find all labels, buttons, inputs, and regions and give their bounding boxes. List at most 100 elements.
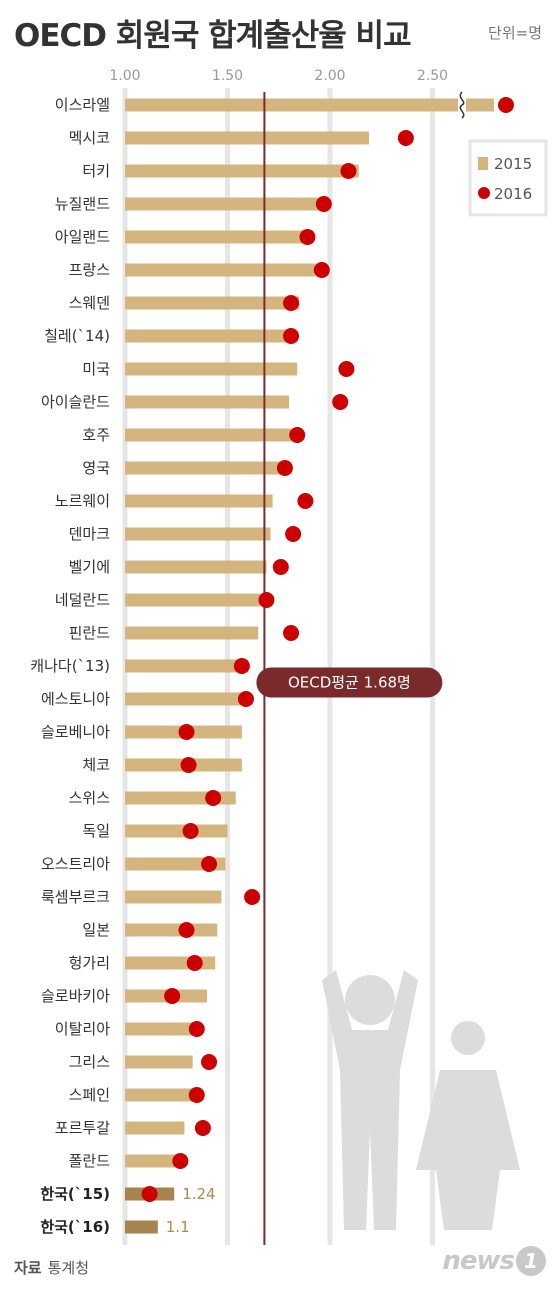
dot-2016 — [194, 1120, 211, 1136]
bar-2015 — [125, 857, 226, 871]
bar-2015 — [125, 1121, 185, 1135]
country-label: 스위스 — [69, 789, 111, 807]
bar-2015 — [125, 362, 298, 376]
country-label: 포르투갈 — [55, 1119, 110, 1137]
country-label: 스페인 — [69, 1086, 110, 1104]
dot-2016 — [233, 658, 250, 674]
dot-2016 — [285, 526, 302, 542]
axis-break-icon — [459, 91, 465, 119]
bar-2015 — [125, 263, 316, 277]
legend-swatch-2015 — [478, 157, 488, 170]
family-silhouette-icon — [322, 970, 520, 1230]
bar-2015 — [125, 593, 261, 607]
bar-2015 — [125, 659, 248, 673]
bar-2015 — [125, 527, 271, 541]
dot-2016 — [180, 757, 197, 773]
country-label: 한국(`16) — [40, 1218, 110, 1236]
x-tick-label: 2.00 — [314, 68, 345, 84]
dot-2016 — [283, 328, 300, 344]
dot-2016 — [297, 493, 314, 509]
bar-2015 — [125, 824, 228, 838]
country-label: 핀란드 — [69, 624, 111, 642]
news1-logo: news 1 — [442, 1246, 546, 1276]
unit-label: 단위=명 — [488, 24, 542, 42]
dot-2016 — [164, 988, 181, 1004]
bar-2015 — [125, 131, 369, 145]
legend-box — [468, 139, 548, 217]
source: 자료 통계청 — [14, 1257, 89, 1278]
value-label: 1.24 — [182, 1185, 215, 1203]
dot-2016 — [283, 295, 300, 311]
oecd-average-badge — [256, 667, 443, 698]
dot-2016 — [188, 1087, 205, 1103]
bar-2015 — [125, 692, 244, 706]
bar-2015 — [125, 428, 292, 442]
dot-2016 — [172, 1153, 189, 1169]
country-label: 그리스 — [69, 1053, 111, 1071]
country-label: 한국(`15) — [40, 1185, 110, 1203]
dot-2016 — [188, 1021, 205, 1037]
country-label: 미국 — [82, 360, 110, 378]
bar-2015 — [125, 98, 494, 112]
bar-2015 — [125, 1088, 193, 1102]
country-label: 폴란드 — [69, 1152, 111, 1170]
country-label: 스웨덴 — [69, 294, 110, 312]
x-tick-label: 1.50 — [212, 68, 243, 84]
dot-2016 — [178, 922, 195, 938]
source-value: 통계청 — [47, 1259, 90, 1277]
bar-2015 — [125, 197, 328, 211]
bar-2015 — [125, 1154, 185, 1168]
bar-2015 — [125, 626, 259, 640]
country-label: 룩셈부르크 — [41, 888, 110, 906]
dot-2016 — [498, 97, 514, 113]
chart-title: OECD 회원국 합계출산율 비교 — [14, 18, 412, 54]
legend-label-2016: 2016 — [494, 185, 532, 203]
dot-2016 — [299, 229, 316, 245]
country-label: 이탈리아 — [55, 1020, 110, 1038]
dot-2016 — [332, 394, 349, 410]
legend-label-2015: 2015 — [494, 155, 532, 173]
country-label: 오스트리아 — [41, 855, 110, 873]
country-label: 아일랜드 — [55, 228, 110, 246]
bar-2015 — [125, 1055, 193, 1069]
dot-2016 — [201, 1054, 218, 1070]
dot-2016 — [289, 427, 306, 443]
bar-chart: 1.00 1.50 2.00 2.50 이스라엘멕시코터키뉴질랜드아일랜드프랑스스웨덴… — [30, 68, 548, 1245]
bar-2015 — [125, 296, 300, 310]
country-label: 캐나다(`13) — [30, 657, 110, 675]
country-label: 프랑스 — [69, 261, 111, 279]
country-label: 이스라엘 — [55, 96, 110, 114]
country-label: 일본 — [82, 921, 110, 939]
country-label: 멕시코 — [69, 129, 110, 147]
dot-2016 — [313, 262, 330, 278]
dot-2016 — [237, 691, 254, 707]
country-label: 슬로베니아 — [41, 723, 110, 741]
dot-2016 — [315, 196, 332, 212]
bar-2015 — [125, 461, 289, 475]
dot-2016 — [340, 163, 357, 179]
country-label: 독일 — [82, 822, 110, 840]
country-label: 체코 — [82, 756, 110, 774]
legend-swatch-2016 — [478, 187, 490, 199]
bar-2015 — [125, 560, 267, 574]
country-label: 네덜란드 — [55, 591, 110, 609]
dot-2016 — [397, 130, 414, 146]
dot-2016 — [258, 592, 275, 608]
country-label: 에스토니아 — [41, 690, 110, 708]
dot-2016 — [182, 823, 199, 839]
country-label: 뉴질랜드 — [55, 195, 110, 213]
dot-2016 — [244, 889, 261, 905]
logo-text: news — [442, 1246, 515, 1276]
bar-2015 — [125, 890, 222, 904]
dot-2016 — [178, 724, 195, 740]
country-label: 터키 — [82, 162, 110, 180]
dot-2016 — [186, 955, 203, 971]
country-label: 슬로바키아 — [41, 987, 110, 1005]
bar-2015 — [125, 164, 359, 178]
country-label: 아이슬란드 — [41, 393, 110, 411]
country-label: 노르웨이 — [55, 492, 110, 510]
source-label: 자료 — [14, 1259, 42, 1277]
dot-2016 — [201, 856, 218, 872]
country-label: 벨기에 — [69, 558, 110, 576]
bar-2015 — [125, 494, 273, 508]
